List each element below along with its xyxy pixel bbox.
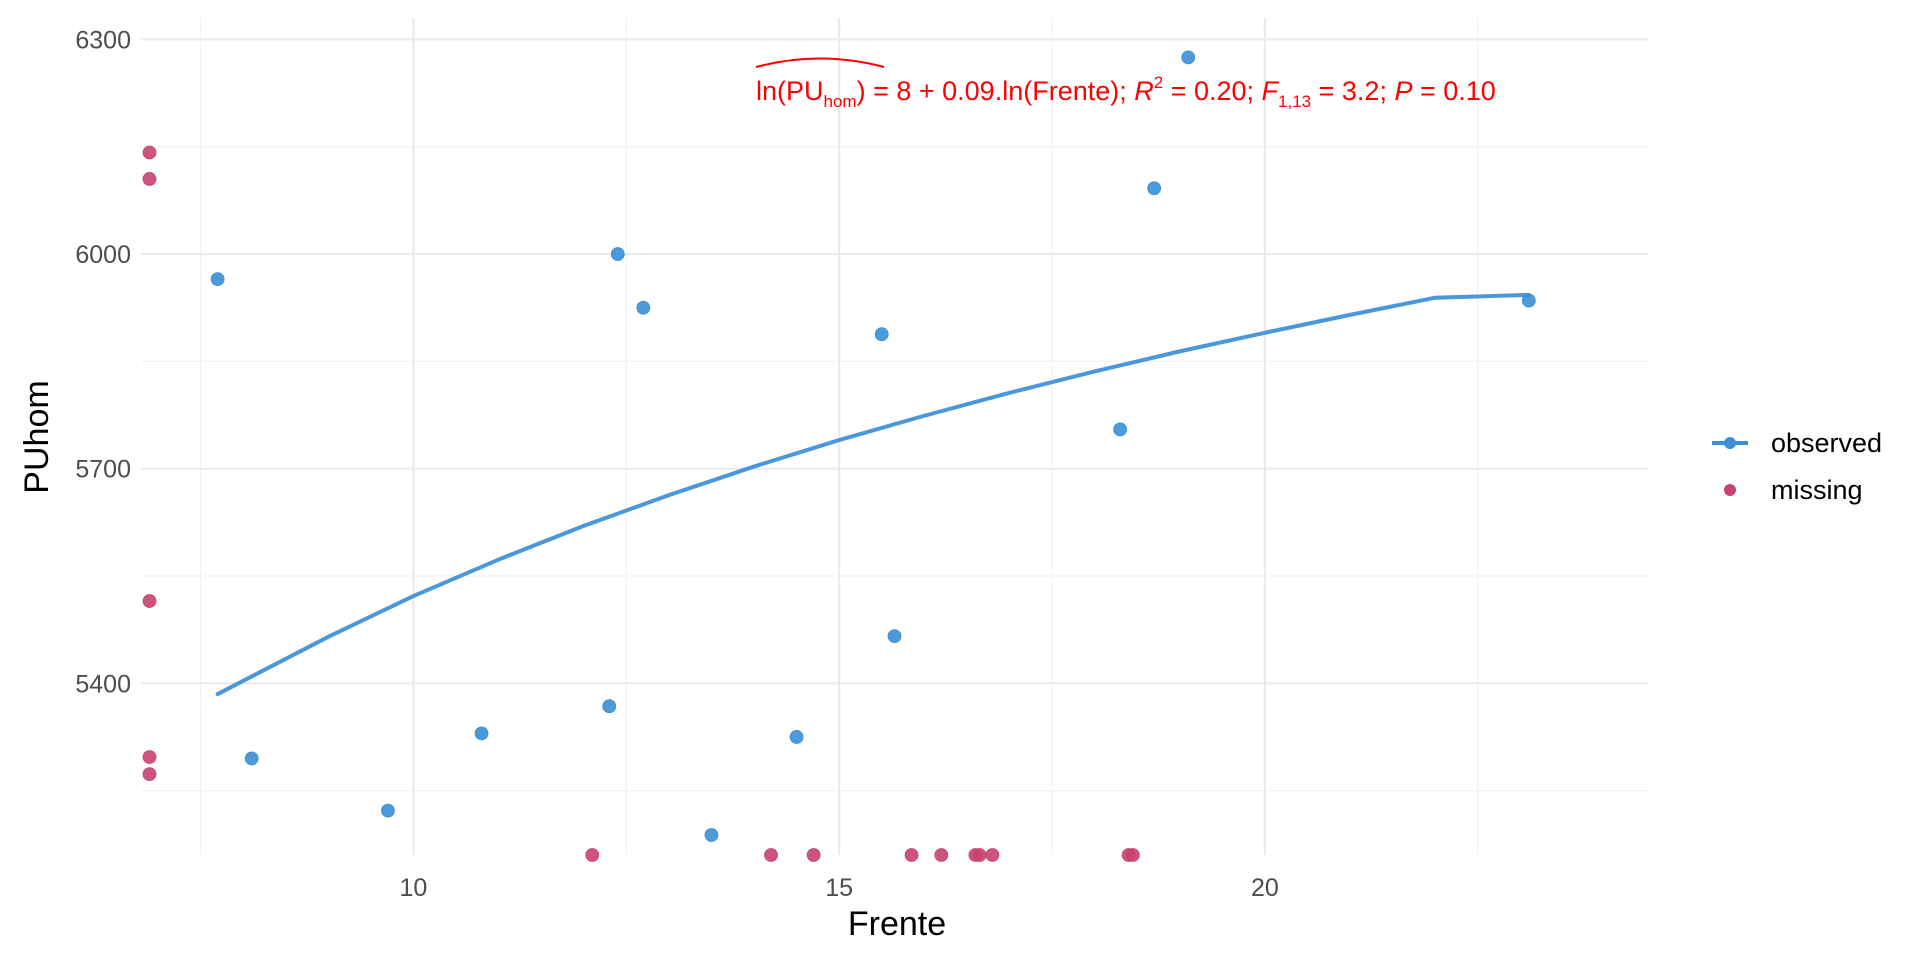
fit-line xyxy=(215,292,1531,697)
eq-f-val: = 3.2; xyxy=(1311,76,1394,106)
x-tick-label-0: 10 xyxy=(400,874,428,902)
grid-minor xyxy=(141,18,1648,855)
eq-mid: = 8 + 0.09.ln(Frente); xyxy=(866,76,1135,106)
legend-label-observed: observed xyxy=(1771,428,1882,458)
eq-p: P xyxy=(1394,76,1412,106)
observed-point-11 xyxy=(1113,422,1128,437)
observed-point-4 xyxy=(602,699,617,714)
y-tick-label-0: 5400 xyxy=(75,670,131,698)
regression-equation: ln(PUhom) = 8 + 0.09.ln(Frente); R2 = 0.… xyxy=(755,57,1496,111)
x-tick-label-2: 20 xyxy=(1251,874,1279,902)
x-tick-label-1: 15 xyxy=(825,874,853,902)
y-tick-label-3: 6300 xyxy=(75,26,131,54)
grid-major xyxy=(141,18,1648,855)
observed-point-14 xyxy=(1521,293,1536,308)
missing-point-2 xyxy=(142,594,157,608)
observed-point-5 xyxy=(610,247,625,261)
observed-point-8 xyxy=(789,730,804,744)
y-axis-title: PUhom xyxy=(18,380,56,493)
y-tick-labels: 5400 5700 6000 6300 xyxy=(75,26,131,698)
missing-point-1 xyxy=(142,172,157,186)
observed-point-7 xyxy=(704,828,719,842)
observed-point-2 xyxy=(381,803,395,818)
equation-hat xyxy=(755,57,885,68)
missing-point-4 xyxy=(142,767,157,782)
eq-f-sub: 1,13 xyxy=(1278,92,1311,111)
missing-point-12 xyxy=(985,848,1000,862)
eq-r-sup: 2 xyxy=(1154,73,1163,92)
observed-point-12 xyxy=(1147,181,1162,196)
y-tick-label-2: 6000 xyxy=(75,241,131,269)
missing-point-6 xyxy=(764,848,778,862)
observed-point-13 xyxy=(1181,50,1196,65)
legend-missing-point xyxy=(1724,484,1736,496)
legend-observed-point xyxy=(1724,437,1736,449)
observed-point-3 xyxy=(474,726,489,741)
points-layer xyxy=(142,50,1536,862)
x-tick-labels: 10 15 20 xyxy=(400,874,1279,902)
legend: observed missing xyxy=(1712,428,1882,505)
eq-r-val: = 0.20; xyxy=(1163,76,1261,106)
fit-line-layer xyxy=(215,292,1531,697)
x-axis-title: Frente xyxy=(848,905,946,943)
missing-point-0 xyxy=(142,145,157,160)
legend-label-missing: missing xyxy=(1771,475,1863,505)
missing-point-9 xyxy=(934,848,949,862)
missing-point-11 xyxy=(972,848,987,862)
observed-point-0 xyxy=(210,272,225,287)
eq-ln-sub: hom xyxy=(824,92,857,111)
observed-point-10 xyxy=(887,629,902,643)
missing-point-7 xyxy=(806,848,821,862)
eq-p-val: = 0.10 xyxy=(1412,76,1495,106)
y-tick-label-1: 5700 xyxy=(75,456,131,484)
missing-point-14 xyxy=(1125,848,1140,862)
observed-point-6 xyxy=(636,300,651,315)
svg-text:ln(PUhom) = 8 + 0.09.ln(Frente: ln(PUhom) = 8 + 0.09.ln(Frente); R2 = 0.… xyxy=(756,73,1496,111)
observed-point-1 xyxy=(244,751,259,766)
eq-r: R xyxy=(1134,76,1154,106)
observed-point-9 xyxy=(874,327,889,342)
missing-point-3 xyxy=(142,750,157,764)
missing-point-8 xyxy=(904,848,919,862)
missing-point-5 xyxy=(585,848,600,862)
eq-ln-close: ) xyxy=(857,76,866,106)
eq-f: F xyxy=(1262,76,1280,106)
eq-ln-open: ln(PU xyxy=(756,76,824,106)
